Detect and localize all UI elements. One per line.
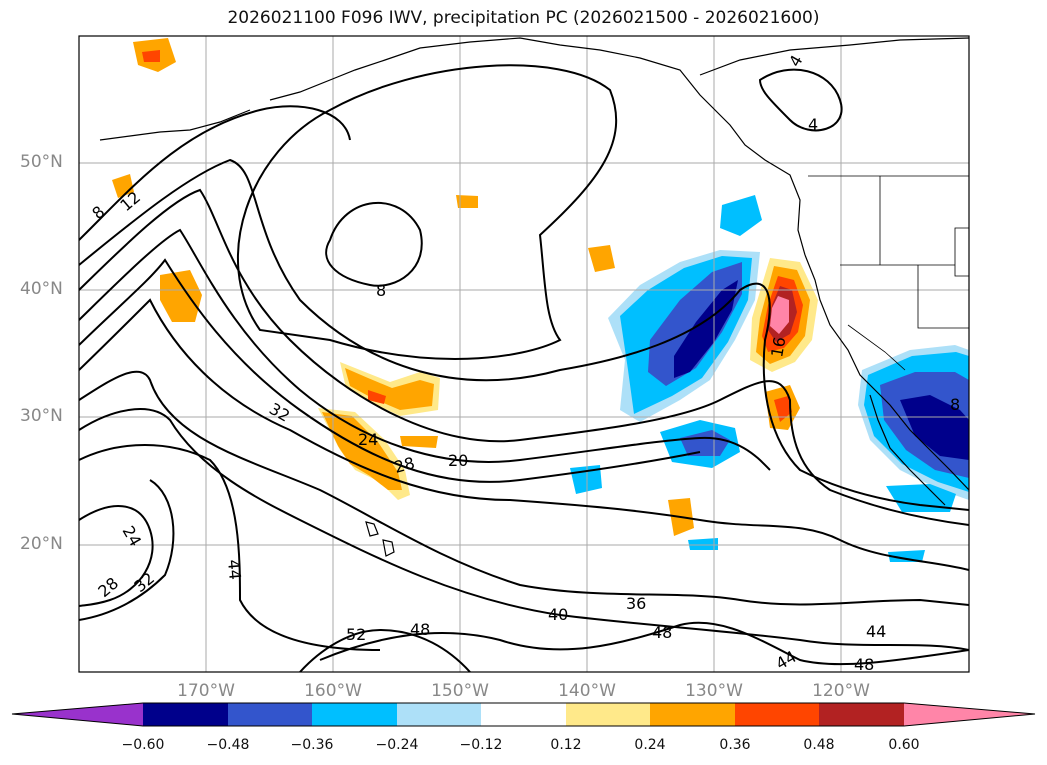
contour-label: 8 [376,281,386,300]
hawaii-1 [365,521,379,537]
colorbar-segment [566,703,650,726]
colorbar-tick-label: −0.36 [290,737,334,753]
shade-positive-sm1 [456,195,478,208]
contour-28-south [79,479,175,621]
colorbar-segment [143,703,228,726]
contour-28 [79,258,701,483]
contour-36 [79,370,969,606]
lon-label: 120°W [812,681,870,701]
contour-label: 16 [767,335,789,358]
gridlines [79,36,969,672]
coastlines [99,37,969,557]
colorbar-tick-label: 0.24 [634,737,666,753]
lat-label: 50°N [20,152,63,172]
coast-westcoast [804,254,969,491]
contour-label: 52 [346,625,366,644]
colorbar-tick-label: −0.12 [459,737,503,753]
colorbar-tick-label: 0.12 [550,737,582,753]
shade-positive-center-red [368,390,386,404]
contour-24-south [79,505,154,607]
contour-32 [79,298,969,571]
colorbar-segment [650,703,735,726]
contour-label: 8 [950,395,960,414]
contour-label: 48 [854,655,874,674]
state-borders [808,175,969,371]
contour-label: 28 [392,453,417,477]
shade-positive-center-orange [345,368,434,410]
lat-label: 20°N [20,534,63,554]
colorbar-tick-label: 0.48 [803,737,835,753]
contour-label: 4 [808,115,818,134]
contour-48 [319,621,969,666]
contour-44 [79,444,381,651]
map-frame-background [79,36,969,672]
figure-title: 2026021100 F096 IWV, precipitation PC (2… [227,8,820,28]
colorbar-segment [481,703,566,726]
hawaii-2 [382,539,395,557]
shade-positive-n [588,245,615,272]
shade-negative-north [720,195,762,236]
lon-label: 160°W [304,681,362,701]
colorbar-tick-label: 0.36 [719,737,751,753]
shade-negative-small3 [888,550,925,562]
shade-positive-cal-coast-pink [770,296,789,334]
lat-label: 40°N [20,279,63,299]
coast-alaska [269,37,806,256]
precip-shading [112,38,969,562]
colorbar-tick-label: 0.60 [888,737,920,753]
map-frame [78,35,970,673]
colorbar-segment [397,703,481,726]
lon-label: 170°W [177,681,235,701]
contour-24 [79,228,771,471]
iwv-contours [79,64,969,672]
contour-label: 36 [626,594,646,613]
colorbar-tick-label: −0.60 [121,737,165,753]
colorbar-over-arrow [904,703,1035,726]
lon-label: 130°W [685,681,743,701]
colorbar-segment [735,703,819,726]
contour-40 [79,408,969,651]
contour-8-ring [325,201,423,287]
shade-negative-sw-blue [680,430,730,456]
contour-12 [79,105,351,241]
contour-8-big [237,64,618,360]
colorbar-segment [819,703,904,726]
contour-16 [79,158,969,511]
contour-label: 48 [410,620,430,639]
shade-negative-small2 [688,538,718,550]
colorbar-tick-label: −0.48 [206,737,250,753]
contour-label: 24 [358,430,378,449]
shade-negative-large-navy [674,280,738,378]
map-content [79,36,969,672]
shade-positive-west1 [160,270,202,322]
shade-negative-se-navy [900,395,969,460]
shade-positive-sm2 [400,436,438,448]
coast-canada [699,37,969,76]
shade-positive-subtropic-orange [322,412,402,490]
colorbar-segment [312,703,397,726]
contour-label: 20 [448,451,468,470]
colorbar-tick-label: −0.24 [375,737,419,753]
contour-label: 44 [224,559,245,581]
colorbar-under-arrow [12,703,143,726]
shade-positive-west2-red [142,50,160,62]
shade-negative-baja [886,484,956,512]
coast-baja [869,394,946,506]
colorbar-outline [11,702,1036,727]
contour-label: 44 [866,622,886,641]
colorbar [11,702,1036,727]
lat-label: 30°N [20,406,63,426]
contour-20 [79,188,969,526]
contour-label: 40 [548,605,568,624]
coast-aleutians [99,109,251,141]
lon-label: 140°W [558,681,616,701]
lon-label: 150°W [431,681,489,701]
contour-4 [758,68,843,132]
contour-label: 48 [652,623,672,642]
colorbar-segment [228,703,312,726]
shade-positive-mid-red [774,396,792,422]
contour-52 [299,628,471,672]
